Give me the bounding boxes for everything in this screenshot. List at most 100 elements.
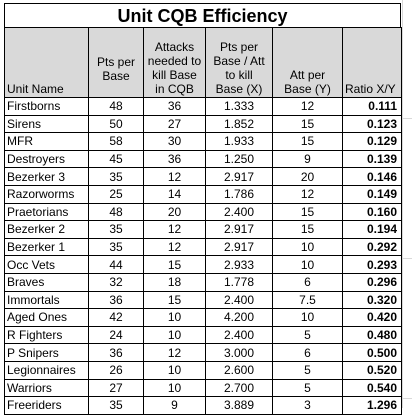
- cell-unit-name[interactable]: P Snipers: [4, 343, 89, 362]
- cell-unit-name[interactable]: R Fighters: [4, 325, 89, 345]
- cell-unit-name[interactable]: Bezerker 3: [4, 167, 89, 186]
- cell-attacks-needed[interactable]: 12: [143, 237, 206, 257]
- cell-att-per-base[interactable]: 20: [272, 167, 343, 186]
- cell-attacks-needed[interactable]: 14: [143, 184, 206, 204]
- cell-unit-name[interactable]: Bezerker 1: [4, 237, 89, 257]
- cell-pts-per-base[interactable]: 36: [88, 343, 144, 362]
- cell-pts-per-att[interactable]: 1.786: [205, 184, 273, 204]
- cell-ratio[interactable]: 0.500: [342, 343, 402, 362]
- cell-ratio[interactable]: 0.293: [342, 255, 402, 274]
- cell-pts-per-base[interactable]: 26: [88, 360, 144, 380]
- cell-unit-name[interactable]: Razorworms: [4, 184, 89, 204]
- cell-att-per-base[interactable]: 10: [272, 308, 343, 327]
- cell-pts-per-base[interactable]: 58: [88, 132, 144, 151]
- cell-attacks-needed[interactable]: 10: [143, 360, 206, 380]
- cell-unit-name[interactable]: Destroyers: [4, 149, 89, 169]
- cell-attacks-needed[interactable]: 15: [143, 255, 206, 274]
- header-pts-per-base[interactable]: Pts per Base: [88, 27, 144, 98]
- cell-attacks-needed[interactable]: 12: [143, 220, 206, 239]
- cell-unit-name[interactable]: Firstborns: [4, 97, 89, 116]
- cell-att-per-base[interactable]: 15: [272, 202, 343, 222]
- cell-attacks-needed[interactable]: 20: [143, 202, 206, 222]
- cell-unit-name[interactable]: Bezerker 2: [4, 220, 89, 239]
- cell-attacks-needed[interactable]: 9: [143, 396, 206, 415]
- cell-att-per-base[interactable]: 5: [272, 325, 343, 345]
- cell-unit-name[interactable]: Warriors: [4, 378, 89, 398]
- cell-unit-name[interactable]: Immortals: [4, 290, 89, 310]
- cell-att-per-base[interactable]: 12: [272, 184, 343, 204]
- cell-pts-per-base[interactable]: 24: [88, 325, 144, 345]
- cell-pts-per-base[interactable]: 44: [88, 255, 144, 274]
- cell-unit-name[interactable]: MFR: [4, 132, 89, 151]
- cell-pts-per-att[interactable]: 2.400: [205, 325, 273, 345]
- cell-ratio[interactable]: 0.320: [342, 290, 402, 310]
- cell-pts-per-att[interactable]: 2.933: [205, 255, 273, 274]
- cell-unit-name[interactable]: Aged Ones: [4, 308, 89, 327]
- cell-pts-per-att[interactable]: 1.852: [205, 114, 273, 134]
- cell-ratio[interactable]: 0.194: [342, 220, 402, 239]
- cell-ratio[interactable]: 0.480: [342, 325, 402, 345]
- cell-att-per-base[interactable]: 15: [272, 220, 343, 239]
- cell-pts-per-base[interactable]: 32: [88, 272, 144, 292]
- cell-pts-per-base[interactable]: 25: [88, 184, 144, 204]
- cell-attacks-needed[interactable]: 10: [143, 308, 206, 327]
- cell-ratio[interactable]: 0.123: [342, 114, 402, 134]
- cell-ratio[interactable]: 0.139: [342, 149, 402, 169]
- cell-pts-per-att[interactable]: 1.933: [205, 132, 273, 151]
- cell-att-per-base[interactable]: 7.5: [272, 290, 343, 310]
- cell-pts-per-base[interactable]: 35: [88, 167, 144, 186]
- header-attacks-needed[interactable]: Attacks needed to kill Base in CQB: [143, 27, 206, 98]
- cell-pts-per-base[interactable]: 35: [88, 237, 144, 257]
- cell-att-per-base[interactable]: 9: [272, 149, 343, 169]
- cell-pts-per-base[interactable]: 48: [88, 97, 144, 116]
- cell-ratio[interactable]: 0.420: [342, 308, 402, 327]
- header-ratio[interactable]: Ratio X/Y: [342, 27, 402, 98]
- cell-pts-per-att[interactable]: 3.889: [205, 396, 273, 415]
- cell-pts-per-base[interactable]: 35: [88, 220, 144, 239]
- cell-attacks-needed[interactable]: 36: [143, 97, 206, 116]
- cell-pts-per-att[interactable]: 2.700: [205, 378, 273, 398]
- cell-ratio[interactable]: 0.111: [342, 97, 402, 116]
- cell-pts-per-att[interactable]: 2.917: [205, 167, 273, 186]
- cell-pts-per-base[interactable]: 42: [88, 308, 144, 327]
- cell-ratio[interactable]: 1.296: [342, 396, 402, 415]
- cell-pts-per-att[interactable]: 2.600: [205, 360, 273, 380]
- cell-attacks-needed[interactable]: 12: [143, 343, 206, 362]
- cell-pts-per-att[interactable]: 3.000: [205, 343, 273, 362]
- cell-ratio[interactable]: 0.146: [342, 167, 402, 186]
- cell-pts-per-att[interactable]: 2.400: [205, 290, 273, 310]
- cell-att-per-base[interactable]: 5: [272, 360, 343, 380]
- cell-unit-name[interactable]: Occ Vets: [4, 255, 89, 274]
- cell-unit-name[interactable]: Freeriders: [4, 396, 89, 415]
- cell-attacks-needed[interactable]: 12: [143, 167, 206, 186]
- cell-ratio[interactable]: 0.540: [342, 378, 402, 398]
- cell-pts-per-base[interactable]: 36: [88, 290, 144, 310]
- cell-att-per-base[interactable]: 5: [272, 378, 343, 398]
- cell-ratio[interactable]: 0.292: [342, 237, 402, 257]
- cell-pts-per-att[interactable]: 1.333: [205, 97, 273, 116]
- cell-pts-per-base[interactable]: 48: [88, 202, 144, 222]
- cell-ratio[interactable]: 0.160: [342, 202, 402, 222]
- cell-att-per-base[interactable]: 10: [272, 255, 343, 274]
- cell-pts-per-att[interactable]: 1.778: [205, 272, 273, 292]
- cell-att-per-base[interactable]: 3: [272, 396, 343, 415]
- cell-ratio[interactable]: 0.129: [342, 132, 402, 151]
- cell-att-per-base[interactable]: 15: [272, 132, 343, 151]
- cell-ratio[interactable]: 0.520: [342, 360, 402, 380]
- cell-attacks-needed[interactable]: 36: [143, 149, 206, 169]
- cell-unit-name[interactable]: Legionnaires: [4, 360, 89, 380]
- table-title[interactable]: Unit CQB Efficiency: [4, 3, 401, 27]
- cell-pts-per-att[interactable]: 2.400: [205, 202, 273, 222]
- cell-ratio[interactable]: 0.149: [342, 184, 402, 204]
- header-pts-per-base-att[interactable]: Pts per Base / Att to kill Base (X): [205, 27, 273, 98]
- cell-attacks-needed[interactable]: 27: [143, 114, 206, 134]
- cell-pts-per-att[interactable]: 4.200: [205, 308, 273, 327]
- cell-attacks-needed[interactable]: 10: [143, 378, 206, 398]
- cell-attacks-needed[interactable]: 30: [143, 132, 206, 151]
- cell-att-per-base[interactable]: 10: [272, 237, 343, 257]
- header-unit-name[interactable]: Unit Name: [4, 27, 89, 98]
- cell-pts-per-base[interactable]: 35: [88, 396, 144, 415]
- cell-unit-name[interactable]: Praetorians: [4, 202, 89, 222]
- cell-att-per-base[interactable]: 6: [272, 343, 343, 362]
- cell-unit-name[interactable]: Braves: [4, 272, 89, 292]
